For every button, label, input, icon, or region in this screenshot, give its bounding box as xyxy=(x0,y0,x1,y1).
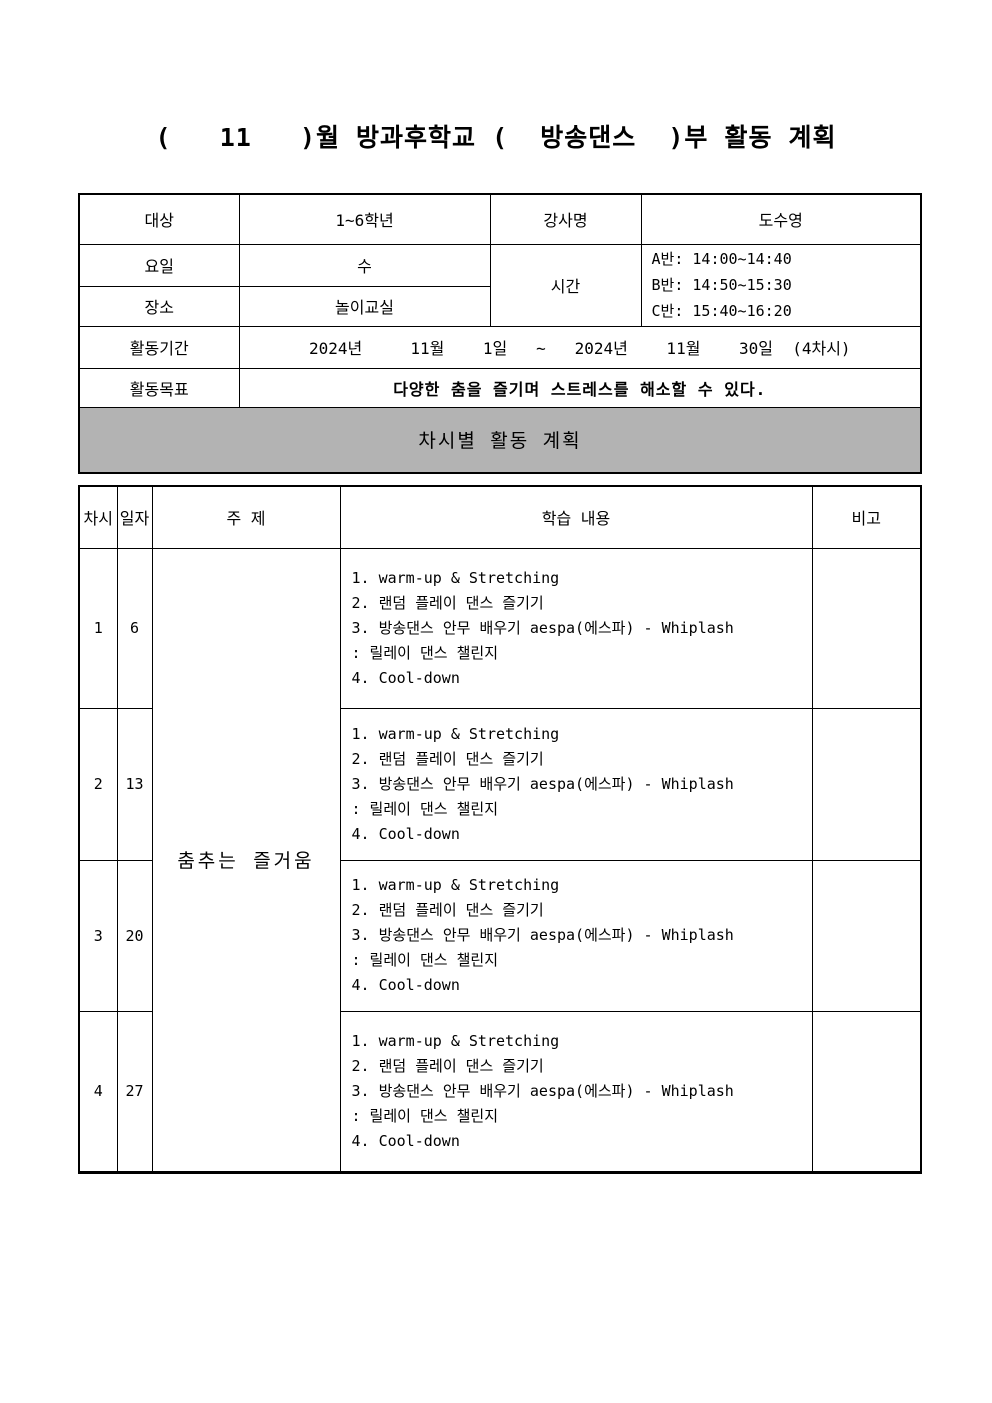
content-cell: 1. warm-up & Stretching 2. 랜덤 플레이 댄스 즐기기… xyxy=(339,707,813,861)
instructor-value: 도수영 xyxy=(640,193,922,245)
section-banner-row: 차시별 활동 계획 xyxy=(78,406,922,474)
period-label: 활동기간 xyxy=(78,325,240,369)
session-cell: 1 xyxy=(78,547,118,709)
day-label: 요일 xyxy=(78,243,240,287)
goal-value: 다양한 춤을 즐기며 스트레스를 해소할 수 있다. xyxy=(238,367,922,408)
schedule-row-4: 4 27 1. warm-up & Stretching 2. 랜덤 플레이 댄… xyxy=(78,1010,922,1173)
document-title: ( 11 )월 방과후학교 ( 방송댄스 )부 활동 계획 xyxy=(155,123,837,152)
day-value: 수 xyxy=(238,243,491,287)
content-cell: 1. warm-up & Stretching 2. 랜덤 플레이 댄스 즐기기… xyxy=(339,547,813,709)
date-cell: 27 xyxy=(116,1010,153,1173)
header-content: 학습 내용 xyxy=(339,485,813,549)
info-row-goal: 활동목표 다양한 춤을 즐기며 스트레스를 해소할 수 있다. xyxy=(78,367,922,408)
date-cell: 6 xyxy=(116,547,153,709)
note-cell xyxy=(811,859,922,1012)
header-date: 일자 xyxy=(116,485,153,549)
info-row-place: 장소 놀이교실 xyxy=(78,285,921,327)
info-row-day: 요일 수 시간 A반: 14:00~14:40 B반: 14:50~15:30 … xyxy=(78,243,922,327)
target-label: 대상 xyxy=(78,193,240,245)
header-subject: 주 제 xyxy=(151,485,341,549)
content-cell: 1. warm-up & Stretching 2. 랜덤 플레이 댄스 즐기기… xyxy=(339,859,813,1012)
info-row-target: 대상 1~6학년 강사명 도수영 xyxy=(78,193,922,245)
note-cell xyxy=(811,547,922,709)
date-cell: 13 xyxy=(116,707,153,861)
place-value: 놀이교실 xyxy=(238,285,491,327)
info-row-period: 활동기간 2024년 11월 1일 ~ 2024년 11월 30일 (4차시) xyxy=(78,325,922,369)
schedule-table: 차시 일자 주 제 학습 내용 비고 1 6 춤추는 즐거움 1. warm-u… xyxy=(78,485,922,1174)
schedule-row-2: 2 13 1. warm-up & Stretching 2. 랜덤 플레이 댄… xyxy=(78,707,922,861)
instructor-label: 강사명 xyxy=(489,193,642,245)
info-table: 대상 1~6학년 강사명 도수영 요일 수 시간 A반: 14:00~14:40… xyxy=(78,193,922,474)
schedule-row-3: 3 20 1. warm-up & Stretching 2. 랜덤 플레이 댄… xyxy=(78,859,922,1012)
place-label: 장소 xyxy=(78,285,240,327)
content-cell: 1. warm-up & Stretching 2. 랜덤 플레이 댄스 즐기기… xyxy=(339,1010,813,1173)
time-label: 시간 xyxy=(489,243,642,327)
header-session: 차시 xyxy=(78,485,118,549)
subject-cell: 춤추는 즐거움 xyxy=(151,547,341,1173)
section-banner: 차시별 활동 계획 xyxy=(78,406,922,474)
time-value: A반: 14:00~14:40 B반: 14:50~15:30 C반: 15:4… xyxy=(640,243,922,327)
schedule-header-row: 차시 일자 주 제 학습 내용 비고 xyxy=(78,485,922,549)
session-cell: 4 xyxy=(78,1010,118,1173)
schedule-row-1: 1 6 춤추는 즐거움 1. warm-up & Stretching 2. 랜… xyxy=(78,547,922,1173)
session-cell: 2 xyxy=(78,707,118,861)
note-cell xyxy=(811,707,922,861)
header-note: 비고 xyxy=(811,485,922,549)
note-cell xyxy=(811,1010,922,1173)
target-value: 1~6학년 xyxy=(238,193,491,245)
date-cell: 20 xyxy=(116,859,153,1012)
session-cell: 3 xyxy=(78,859,118,1012)
goal-label: 활동목표 xyxy=(78,367,240,408)
period-value: 2024년 11월 1일 ~ 2024년 11월 30일 (4차시) xyxy=(238,325,922,369)
